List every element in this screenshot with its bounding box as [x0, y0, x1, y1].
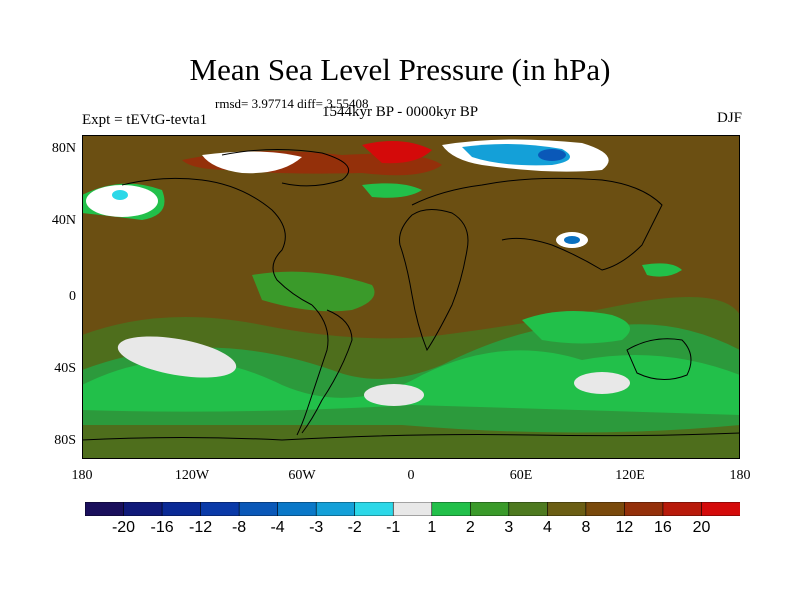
period-label: 1544kyr BP - 0000kyr BP: [322, 104, 479, 120]
colorbar-box-3: [200, 502, 240, 516]
colorbar-label-2: -12: [189, 519, 213, 536]
colorbar-box-13: [585, 502, 626, 516]
ytick-0: 0: [69, 289, 76, 304]
colorbar-box-0: [85, 502, 125, 516]
colorbar-label-11: 4: [542, 519, 552, 536]
colorbar: [85, 502, 740, 516]
siberia-core: [538, 149, 566, 161]
south-pacific-anomaly: [117, 336, 237, 378]
xtick-120e: 120E: [615, 468, 645, 483]
xtick-0: 0: [407, 468, 415, 483]
colorbar-box-15: [662, 502, 703, 516]
greenland-coast: [221, 148, 350, 187]
coastlines: [82, 148, 740, 441]
canada-ice: [202, 151, 302, 174]
map-svg: [82, 135, 740, 459]
south-atlantic-anomaly: [364, 384, 424, 406]
africa-coast: [399, 209, 469, 352]
colorbar-box-8: [392, 502, 433, 516]
colorbar-box-7: [354, 502, 394, 516]
colorbar-label-13: 12: [615, 519, 634, 536]
colorbar-box-5: [277, 502, 317, 516]
colorbar-label-15: 20: [692, 519, 711, 536]
plot-title: Mean Sea Level Pressure (in hPa): [189, 52, 611, 87]
ytick-80s: 80S: [54, 433, 76, 448]
indian-ocean-anomaly: [574, 372, 630, 394]
xtick-60e: 60E: [509, 468, 533, 483]
colorbar-label-5: -3: [309, 519, 324, 536]
south-america-west: [296, 304, 329, 436]
colorbar-label-0: -20: [111, 519, 136, 536]
pressure-map: [82, 135, 740, 459]
north-pacific-core: [112, 190, 128, 200]
colorbar-box-4: [238, 502, 279, 516]
ytick-40n: 40N: [51, 213, 76, 228]
colorbar-label-3: -8: [231, 519, 247, 536]
colorbar-box-12: [547, 502, 587, 516]
west-pacific-green: [642, 263, 682, 277]
colorbar-box-11: [508, 502, 548, 516]
xtick-60w: 60W: [288, 468, 316, 483]
colorbar-label-8: 1: [427, 519, 437, 536]
rmsd-diff-stats: rmsd= 3.97714 diff= 3.55408: [215, 96, 369, 111]
experiment-label: Expt = tEVtG-tevta1: [82, 112, 208, 128]
greenland-sea-high: [362, 141, 432, 164]
australia-coast: [626, 338, 692, 380]
colorbar-box-2: [161, 502, 202, 516]
north-pacific-high: [86, 185, 158, 217]
north-america-coast: [121, 177, 313, 306]
colorbar-box-10: [469, 502, 510, 516]
north-atlantic-green: [362, 183, 422, 198]
xtick-180w: 180: [71, 468, 93, 483]
colorbar-box-16: [701, 502, 740, 516]
colorbar-label-14: 16: [653, 519, 672, 536]
south-america-east: [301, 309, 353, 434]
ytick-80n: 80N: [51, 141, 76, 156]
colorbar-label-4: -4: [270, 519, 285, 536]
tibet-low: [564, 236, 580, 244]
xtick-180e: 180: [729, 468, 751, 483]
southern-ocean-bright: [82, 350, 740, 415]
colorbar-label-9: 2: [465, 519, 475, 536]
colorbar-label-10: 3: [504, 519, 514, 536]
colorbar-box-6: [315, 502, 356, 516]
colorbar-label-6: -2: [347, 519, 362, 536]
xtick-120w: 120W: [174, 468, 210, 483]
ytick-40s: 40S: [54, 361, 76, 376]
siberia-low: [462, 143, 570, 166]
colorbar-box-1: [123, 502, 163, 516]
colorbar-box-9: [431, 502, 471, 516]
colorbar-label-1: -16: [150, 519, 174, 536]
colorbar-box-14: [624, 502, 664, 516]
antarctica-coast: [82, 432, 740, 441]
indian-ocean-green: [522, 311, 630, 344]
tropical-atlantic: [252, 271, 375, 312]
colorbar-label-7: -1: [386, 519, 401, 536]
colorbar-label-12: 8: [581, 519, 591, 536]
season-label: DJF: [716, 110, 742, 126]
map-border: [82, 135, 740, 459]
eurasia-coast: [411, 177, 663, 271]
